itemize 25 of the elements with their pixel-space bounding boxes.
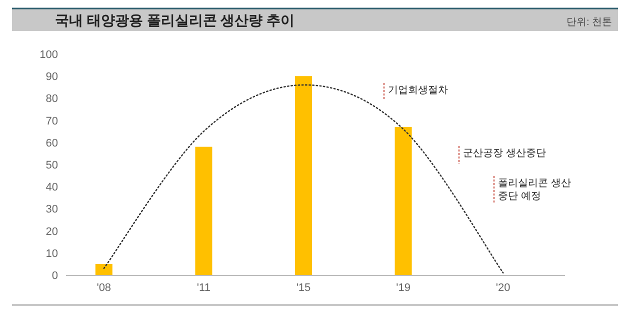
- y-tick-label: 70: [46, 115, 58, 128]
- y-tick-label: 10: [46, 248, 58, 260]
- x-tick-label: '11: [196, 282, 210, 294]
- annotation: 폴리실리콘 생산 중단 예정: [498, 178, 571, 202]
- chart-title: 국내 태양광용 폴리실리콘 생산량 추이: [55, 12, 295, 28]
- y-tick-label: 100: [40, 49, 58, 61]
- annotation: 군산공장 생산중단: [463, 148, 546, 159]
- y-tick-label: 20: [46, 226, 58, 238]
- y-tick-label: 90: [46, 71, 58, 84]
- y-tick-label: 30: [46, 204, 58, 216]
- y-tick-label: 50: [46, 160, 58, 172]
- y-tick-label: 0: [52, 270, 58, 282]
- x-tick-label: '08: [96, 282, 112, 294]
- y-tick-label: 40: [46, 182, 58, 194]
- x-tick-label: '19: [396, 282, 410, 294]
- annotation: 기업회생절차: [388, 85, 448, 96]
- bar: [95, 264, 112, 275]
- y-tick-label: 80: [46, 93, 58, 106]
- x-tick-label: '20: [496, 282, 510, 294]
- bar: [295, 76, 312, 275]
- y-tick-label: 60: [46, 137, 58, 150]
- x-tick-label: '15: [296, 282, 311, 294]
- bar: [394, 126, 412, 275]
- bar: [195, 146, 212, 275]
- text: 단위: 천톤: [566, 17, 612, 28]
